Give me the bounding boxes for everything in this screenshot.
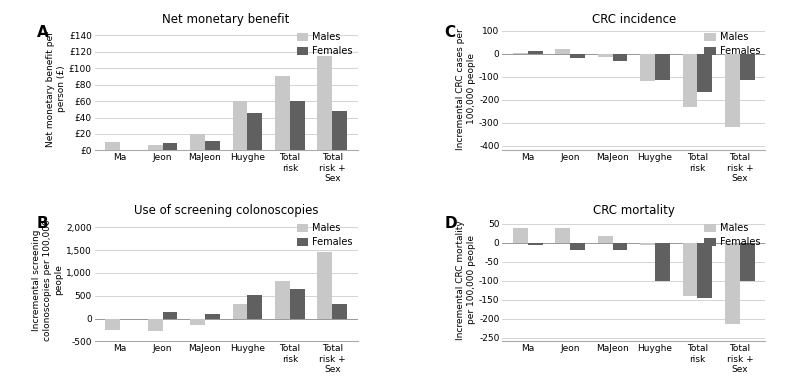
Bar: [163, 143, 178, 151]
Bar: [640, 243, 655, 245]
Bar: [105, 142, 120, 151]
Legend: Males, Females: Males, Females: [297, 32, 353, 56]
Title: CRC mortality: CRC mortality: [593, 204, 675, 217]
Bar: [317, 56, 332, 151]
Bar: [697, 54, 712, 92]
Bar: [275, 281, 290, 319]
Bar: [233, 305, 248, 319]
Bar: [655, 54, 670, 80]
Y-axis label: Incremental CRC cases per
100,000 people: Incremental CRC cases per 100,000 people: [456, 28, 477, 150]
Bar: [612, 243, 627, 250]
Bar: [570, 54, 585, 58]
Bar: [555, 48, 570, 54]
Bar: [513, 228, 528, 243]
Bar: [190, 319, 205, 324]
Bar: [317, 253, 332, 319]
Bar: [190, 134, 205, 151]
Y-axis label: Net monetary benefit per
person (£): Net monetary benefit per person (£): [46, 31, 66, 147]
Bar: [697, 243, 712, 298]
Bar: [248, 295, 262, 319]
Bar: [598, 236, 612, 243]
Bar: [725, 243, 740, 324]
Bar: [570, 243, 585, 250]
Bar: [290, 289, 305, 319]
Bar: [528, 51, 543, 54]
Bar: [555, 228, 570, 243]
Y-axis label: Incremental screening
colonoscopies per 100,000
people: Incremental screening colonoscopies per …: [32, 219, 63, 341]
Legend: Males, Females: Males, Females: [297, 223, 353, 247]
Bar: [740, 243, 755, 281]
Bar: [332, 305, 347, 319]
Bar: [725, 54, 740, 127]
Bar: [148, 319, 163, 331]
Bar: [105, 319, 120, 330]
Bar: [528, 243, 543, 245]
Legend: Males, Females: Males, Females: [705, 32, 761, 56]
Bar: [148, 145, 163, 151]
Bar: [205, 141, 220, 151]
Bar: [682, 54, 697, 107]
Bar: [290, 101, 305, 151]
Bar: [513, 52, 528, 54]
Title: Net monetary benefit: Net monetary benefit: [163, 13, 290, 26]
Title: CRC incidence: CRC incidence: [592, 13, 676, 26]
Bar: [740, 54, 755, 80]
Text: B: B: [37, 216, 48, 231]
Bar: [163, 312, 178, 319]
Bar: [598, 54, 612, 57]
Bar: [275, 76, 290, 151]
Title: Use of screening colonoscopies: Use of screening colonoscopies: [134, 204, 319, 217]
Bar: [612, 54, 627, 61]
Bar: [248, 113, 262, 151]
Bar: [233, 101, 248, 151]
Bar: [640, 54, 655, 81]
Legend: Males, Females: Males, Females: [705, 223, 761, 247]
Bar: [332, 111, 347, 151]
Bar: [205, 314, 220, 319]
Text: A: A: [37, 25, 49, 40]
Y-axis label: Incremental CRC mortality
per 100,000 people: Incremental CRC mortality per 100,000 pe…: [456, 220, 477, 340]
Bar: [655, 243, 670, 281]
Text: C: C: [444, 25, 455, 40]
Text: D: D: [444, 216, 457, 231]
Bar: [682, 243, 697, 296]
